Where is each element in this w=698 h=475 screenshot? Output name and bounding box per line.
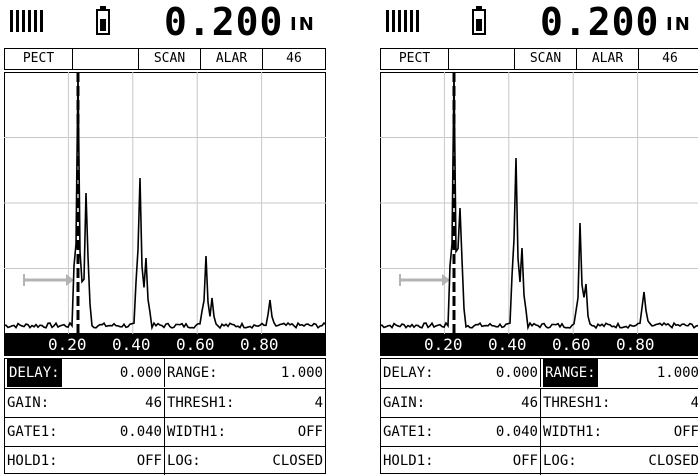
param-label: GATE1: [383, 418, 434, 446]
param-row: HOLD1: OFF LOG: CLOSED [5, 446, 325, 475]
param-thresh1[interactable]: THRESH1: 4 [165, 389, 325, 417]
param-gate1[interactable]: GATE1: 0.040 [381, 418, 541, 446]
parameter-table: DELAY: 0.000 RANGE: 1.000 GAIN: 46 THRES… [4, 358, 326, 474]
alarm-indicator: ALAR [201, 49, 263, 69]
param-label: HOLD1: [383, 447, 434, 475]
param-value: 0.000 [120, 359, 162, 387]
waveform-trace [380, 72, 698, 328]
param-log[interactable]: LOG: CLOSED [165, 447, 325, 475]
status-bar: PECT SCAN ALAR 46 [380, 48, 698, 70]
header-bar: 0.200 IN [380, 0, 698, 48]
gauge-screen-left: 0.200 IN PECT SCAN ALAR 46 0.20 0.40 0.6… [4, 0, 326, 474]
mode-indicator: PECT [5, 49, 73, 69]
param-row: DELAY: 0.000 RANGE: 1.000 [381, 359, 698, 388]
param-label: GATE1: [7, 418, 58, 446]
axis-label: 0.20 [48, 334, 87, 356]
waveform-trace [4, 72, 326, 328]
depth-axis: 0.20 0.40 0.60 0.80 [380, 334, 698, 356]
param-row: HOLD1: OFF LOG: CLOSED [381, 446, 698, 475]
param-label: HOLD1: [7, 447, 58, 475]
param-row: GATE1: 0.040 WIDTH1: OFF [381, 417, 698, 446]
mode-indicator: PECT [381, 49, 449, 69]
param-label: THRESH1: [167, 389, 234, 417]
alarm-indicator: ALAR [577, 49, 639, 69]
status-blank [449, 49, 515, 69]
param-row: DELAY: 0.000 RANGE: 1.000 [5, 359, 325, 388]
axis-label: 0.40 [112, 334, 151, 356]
param-hold1[interactable]: HOLD1: OFF [5, 447, 165, 475]
waveform-svg [380, 72, 698, 334]
param-label: RANGE: [167, 359, 218, 387]
param-label: WIDTH1: [167, 418, 226, 446]
axis-label: 0.80 [616, 334, 655, 356]
parameter-table: DELAY: 0.000 RANGE: 1.000 GAIN: 46 THRES… [380, 358, 698, 474]
param-value: 1.000 [657, 359, 698, 387]
param-width1[interactable]: WIDTH1: OFF [165, 418, 325, 446]
waveform-display [380, 72, 698, 334]
param-row: GAIN: 46 THRESH1: 4 [5, 388, 325, 417]
param-label: GAIN: [7, 389, 49, 417]
param-value: OFF [137, 447, 162, 475]
param-delay[interactable]: DELAY: 0.000 [5, 359, 165, 387]
param-gate1[interactable]: GATE1: 0.040 [5, 418, 165, 446]
param-gain[interactable]: GAIN: 46 [381, 389, 541, 417]
param-range[interactable]: RANGE: 1.000 [165, 359, 325, 387]
status-blank [73, 49, 139, 69]
axis-label: 0.20 [424, 334, 463, 356]
thickness-reading: 0.200 [540, 0, 659, 45]
axis-label: 0.60 [552, 334, 591, 356]
battery-icon [96, 6, 110, 34]
param-range[interactable]: RANGE: 1.000 [541, 359, 698, 387]
param-row: GAIN: 46 THRESH1: 4 [381, 388, 698, 417]
param-label: DELAY: [7, 359, 62, 387]
waveform-display [4, 72, 326, 334]
unit-label: IN [290, 14, 316, 36]
param-value: 0.040 [496, 418, 538, 446]
param-value: CLOSED [648, 447, 698, 475]
axis-label: 0.60 [176, 334, 215, 356]
param-value: CLOSED [272, 447, 323, 475]
gain-count: 46 [639, 49, 698, 69]
param-label: LOG: [543, 447, 577, 475]
battery-icon [472, 6, 486, 34]
param-label: DELAY: [383, 359, 434, 387]
param-value: 0.000 [496, 359, 538, 387]
scan-indicator: SCAN [139, 49, 201, 69]
param-gain[interactable]: GAIN: 46 [5, 389, 165, 417]
signal-bars-icon [10, 10, 43, 32]
axis-label: 0.80 [240, 334, 279, 356]
param-row: GATE1: 0.040 WIDTH1: OFF [5, 417, 325, 446]
param-label: WIDTH1: [543, 418, 602, 446]
scan-indicator: SCAN [515, 49, 577, 69]
depth-axis: 0.20 0.40 0.60 0.80 [4, 334, 326, 356]
param-value: 1.000 [281, 359, 323, 387]
gauge-screen-right: 0.200 IN PECT SCAN ALAR 46 0.20 0.40 0.6… [380, 0, 698, 474]
param-value: 0.040 [120, 418, 162, 446]
param-value: OFF [298, 418, 323, 446]
param-log[interactable]: LOG: CLOSED [541, 447, 698, 475]
header-bar: 0.200 IN [4, 0, 326, 48]
param-label: LOG: [167, 447, 201, 475]
thickness-reading: 0.200 [164, 0, 283, 45]
param-value: OFF [674, 418, 698, 446]
gain-count: 46 [263, 49, 325, 69]
waveform-svg [4, 72, 326, 334]
param-value: 46 [521, 389, 538, 417]
param-value: OFF [513, 447, 538, 475]
param-label: THRESH1: [543, 389, 610, 417]
status-bar: PECT SCAN ALAR 46 [4, 48, 326, 70]
param-value: 4 [315, 389, 323, 417]
param-delay[interactable]: DELAY: 0.000 [381, 359, 541, 387]
axis-label: 0.40 [488, 334, 527, 356]
param-value: 46 [145, 389, 162, 417]
unit-label: IN [666, 14, 692, 36]
param-width1[interactable]: WIDTH1: OFF [541, 418, 698, 446]
param-thresh1[interactable]: THRESH1: 4 [541, 389, 698, 417]
param-label: RANGE: [543, 359, 598, 387]
param-hold1[interactable]: HOLD1: OFF [381, 447, 541, 475]
signal-bars-icon [386, 10, 419, 32]
param-label: GAIN: [383, 389, 425, 417]
param-value: 4 [691, 389, 698, 417]
